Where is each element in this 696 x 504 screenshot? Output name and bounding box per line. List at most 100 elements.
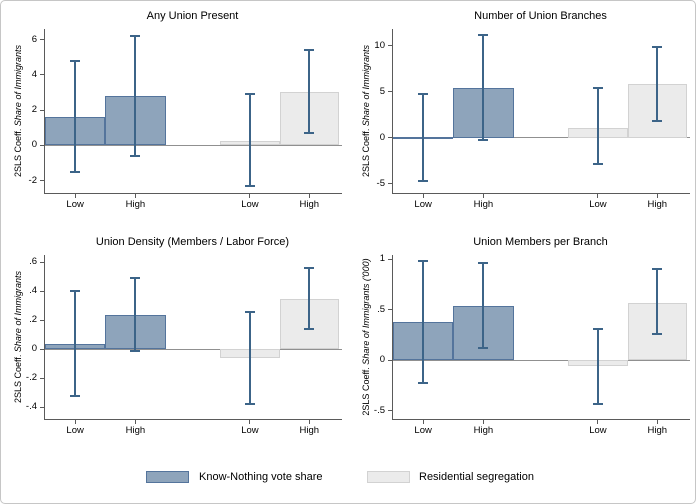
y-axis-tick-label: .4: [29, 285, 37, 297]
error-bar-line: [482, 263, 485, 349]
y-axis-tick: [40, 74, 44, 76]
y-axis-tick: [388, 359, 392, 361]
error-bar-line: [656, 46, 659, 122]
y-axis-tick-label: -2: [28, 174, 37, 186]
legend-label-know-nothing: Know-Nothing vote share: [199, 471, 323, 483]
y-axis-tick: [40, 377, 44, 379]
y-axis-tick: [40, 39, 44, 41]
error-bar-line: [74, 291, 77, 396]
error-bar-cap-top: [592, 327, 603, 330]
y-axis-label-prefix: 2SLS Coeff.: [361, 128, 371, 177]
plot-area: -5 0 5 10 Low High Low High: [374, 29, 690, 210]
error-bar-line: [308, 50, 311, 134]
y-axis-tick: [40, 290, 44, 292]
zero-line: [393, 137, 690, 139]
x-axis-category-label: Low: [414, 425, 432, 436]
error-bar-cap-top: [478, 262, 489, 265]
plot-area: -2 0 2 4 6 Low High Low High: [29, 29, 342, 210]
error-bar-cap-top: [70, 290, 81, 293]
error-bar-line: [134, 278, 137, 351]
error-bar-cap-bottom: [652, 332, 663, 335]
y-axis-tick-label: .2: [29, 314, 37, 326]
x-axis-tick: [249, 420, 251, 424]
y-axis-tick: [40, 180, 44, 182]
x-axis-tick: [656, 194, 658, 198]
error-bar-cap-top: [70, 59, 81, 62]
plot-area: -.4 -.2 0 .2 .4 .6 Low High Low High: [26, 255, 342, 436]
error-bar-cap-top: [304, 49, 315, 52]
y-axis-tick-label: .5: [377, 303, 385, 315]
error-bar-cap-bottom: [70, 170, 81, 173]
x-axis-tick: [482, 194, 484, 198]
x-axis-tick: [597, 194, 599, 198]
y-axis-tick: [388, 183, 392, 185]
x-axis-category-label: High: [299, 425, 320, 436]
x-axis-tick: [482, 420, 484, 424]
x-axis-category-label: High: [647, 425, 668, 436]
y-axis-label: 2SLS Coeff. Share of Immigrants: [12, 1, 24, 241]
error-bar-line: [482, 35, 485, 141]
x-axis-category-label: Low: [66, 199, 84, 210]
y-axis-tick-label: -.2: [25, 372, 37, 384]
y-axis-label: 2SLS Coeff. Share of Immigrants: [12, 207, 24, 467]
error-bar-cap-top: [304, 267, 315, 270]
error-bar-line: [74, 60, 77, 172]
error-bar-cap-top: [652, 45, 663, 48]
x-axis-category-label: High: [299, 199, 320, 210]
error-bar-cap-top: [592, 86, 603, 89]
x-axis-category-label: Low: [66, 425, 84, 436]
y-axis-label-prefix: 2SLS Coeff.: [13, 354, 23, 403]
x-axis-category-label: Low: [589, 425, 607, 436]
legend-label-residential-segregation: Residential segregation: [419, 471, 534, 483]
y-axis-label-italic: Share of Immigrants ('000): [361, 258, 371, 365]
zero-line: [45, 144, 342, 146]
x-axis-category-label: High: [125, 199, 146, 210]
x-axis-category-label: Low: [414, 199, 432, 210]
y-axis-tick-label: 2: [31, 104, 37, 116]
error-bar-line: [656, 269, 659, 334]
error-bar-cap-top: [130, 277, 141, 280]
chart-panel-bottom-left: Union Density (Members / Labor Force) 2S…: [1, 227, 349, 453]
x-axis-tick: [422, 420, 424, 424]
y-axis-tick-label: 0: [31, 139, 37, 151]
y-axis-label-prefix: 2SLS Coeff.: [361, 367, 371, 416]
error-bar-cap-bottom: [478, 347, 489, 350]
y-axis-tick-label: 0: [31, 343, 37, 355]
y-axis-label-italic: Share of Immigrants: [13, 271, 23, 353]
error-bar-cap-bottom: [70, 394, 81, 397]
x-axis-tick: [422, 194, 424, 198]
error-bar-line: [248, 311, 251, 405]
x-axis-tick: [74, 194, 76, 198]
error-bar-line: [248, 94, 251, 186]
x-axis-category-label: Low: [589, 199, 607, 210]
error-bar-line: [422, 94, 425, 181]
error-bar-cap-bottom: [592, 163, 603, 166]
y-axis-tick: [388, 45, 392, 47]
x-axis-tick: [74, 420, 76, 424]
x-axis-category-label: High: [473, 425, 494, 436]
y-axis-tick-label: .6: [29, 256, 37, 268]
x-axis-tick: [656, 420, 658, 424]
x-axis-tick: [308, 420, 310, 424]
y-axis-label: 2SLS Coeff. Share of Immigrants: [360, 1, 372, 241]
y-axis-tick-label: -.4: [25, 401, 37, 413]
x-axis-category-label: High: [125, 425, 146, 436]
error-bar-cap-bottom: [478, 139, 489, 142]
error-bar-cap-bottom: [244, 184, 255, 187]
error-bar-cap-top: [244, 310, 255, 313]
y-axis-tick: [40, 144, 44, 146]
chart-panel-bottom-right: Union Members per Branch 2SLS Coeff. Sha…: [349, 227, 695, 453]
zero-line: [45, 348, 342, 350]
x-axis-category-label: High: [473, 199, 494, 210]
y-axis-tick-label: 1: [379, 253, 385, 265]
y-axis-tick: [40, 406, 44, 408]
y-axis-tick-label: 6: [31, 33, 37, 45]
zero-line: [393, 359, 690, 361]
error-bar-cap-bottom: [130, 349, 141, 352]
x-axis-tick: [134, 194, 136, 198]
legend-swatch-know-nothing: [146, 471, 189, 483]
y-axis-tick-label: 0: [379, 131, 385, 143]
panel-title: Any Union Present: [146, 10, 239, 22]
error-bar-cap-bottom: [592, 402, 603, 405]
